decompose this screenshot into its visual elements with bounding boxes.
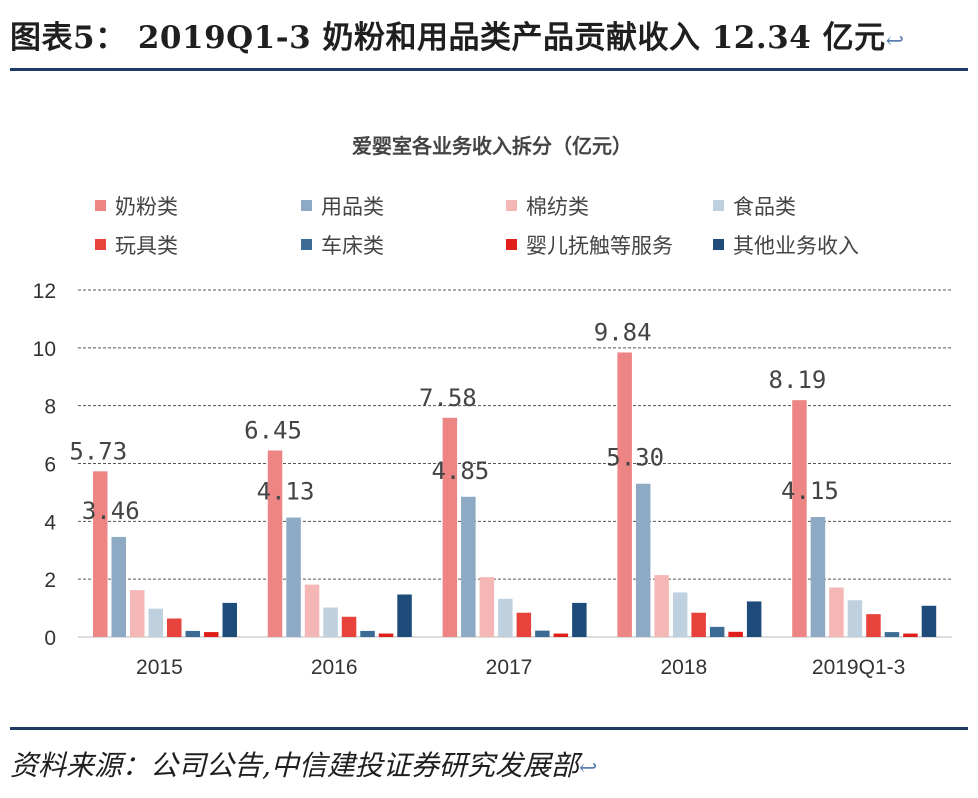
bar <box>709 626 725 637</box>
page-title: 图表5： 2019Q1-3 奶粉和用品类产品贡献收入 12.34 亿元↩ <box>10 12 970 57</box>
bar <box>479 577 495 637</box>
data-label: 5.73 <box>69 437 127 465</box>
bar <box>185 630 200 637</box>
bar <box>360 630 375 637</box>
bar <box>516 612 532 637</box>
legend-label: 棉纺类 <box>526 195 589 219</box>
data-label: 4.85 <box>431 457 489 485</box>
legend-swatch <box>713 239 724 250</box>
data-label: 3.46 <box>82 497 140 525</box>
bar <box>397 594 412 637</box>
data-label: 9.84 <box>594 318 652 346</box>
bar <box>810 516 826 637</box>
bar <box>746 601 762 637</box>
x-tick-label: 2016 <box>311 656 358 679</box>
bar <box>498 598 513 637</box>
bar <box>572 602 587 637</box>
bar <box>286 517 301 637</box>
bar <box>884 632 900 637</box>
page-title-text: 图表5： 2019Q1-3 奶粉和用品类产品贡献收入 12.34 亿元 <box>10 20 886 56</box>
bar <box>267 450 283 637</box>
bar <box>167 618 182 637</box>
y-tick-label: 8 <box>44 396 56 419</box>
legend-label: 车床类 <box>321 234 384 258</box>
y-tick-label: 12 <box>33 280 56 303</box>
bar <box>903 633 918 637</box>
bar <box>654 575 669 637</box>
x-tick-label: 2018 <box>660 656 707 679</box>
data-label: 6.45 <box>244 416 302 444</box>
top-divider <box>10 68 968 71</box>
x-axis: 2015 2016 2017 2018 2019Q1-3 <box>136 656 905 679</box>
bar <box>323 607 338 637</box>
legend-swatch <box>506 200 517 211</box>
legend-label: 其他业务收入 <box>733 234 859 258</box>
legend-label: 食品类 <box>733 195 796 219</box>
y-tick-label: 6 <box>44 454 56 477</box>
data-label: 4.13 <box>257 478 315 506</box>
chart-title: 爱婴室各业务收入拆分（亿元） <box>352 134 632 158</box>
data-labels: 5.73 3.46 6.45 4.13 7.58 4.85 9.84 5.30 8.19 4.15 <box>69 318 838 524</box>
x-tick-label: 2017 <box>486 656 533 679</box>
bar <box>535 630 550 637</box>
y-axis: 0 2 4 6 8 10 12 <box>33 280 57 650</box>
bar <box>222 602 237 637</box>
bar <box>829 587 844 637</box>
bar <box>672 592 688 637</box>
bar <box>130 590 145 637</box>
bar <box>691 612 706 637</box>
bar <box>148 608 163 637</box>
y-tick-label: 4 <box>44 511 56 534</box>
bar <box>635 483 651 637</box>
legend-swatch <box>301 239 312 250</box>
y-tick-label: 10 <box>33 338 56 361</box>
x-tick-label: 2015 <box>136 656 183 679</box>
bar <box>341 616 357 637</box>
chart-bars <box>93 352 937 637</box>
return-mark-icon: ↩ <box>885 29 905 54</box>
legend-label: 婴儿抚触等服务 <box>526 234 673 258</box>
bar <box>617 352 632 637</box>
bar <box>378 633 394 637</box>
legend-label: 玩具类 <box>115 234 178 258</box>
data-label: 8.19 <box>769 366 827 394</box>
legend-label: 奶粉类 <box>115 195 178 219</box>
bottom-divider <box>10 727 968 730</box>
y-tick-label: 2 <box>44 569 56 592</box>
source-text: 资料来源：公司公告,中信建投证券研究发展部 <box>10 749 579 782</box>
legend-swatch <box>95 200 106 211</box>
bar <box>553 633 569 637</box>
data-label: 7.58 <box>419 384 477 412</box>
legend-label: 用品类 <box>321 195 384 219</box>
y-tick-label: 0 <box>44 627 56 650</box>
bar <box>728 631 743 637</box>
bar <box>792 400 807 637</box>
legend-swatch <box>95 239 106 250</box>
return-mark-icon: ↩ <box>578 756 598 781</box>
bar <box>461 496 476 637</box>
legend-swatch <box>301 200 312 211</box>
bar <box>93 471 108 637</box>
bar <box>304 584 320 637</box>
bar <box>866 614 881 637</box>
bar <box>442 417 458 637</box>
bar <box>204 632 219 637</box>
bar <box>111 536 126 637</box>
bar <box>921 605 937 637</box>
data-label: 4.15 <box>781 477 839 505</box>
legend-swatch <box>506 239 517 250</box>
legend-swatch <box>713 200 724 211</box>
source-note: 资料来源：公司公告,中信建投证券研究发展部↩ <box>10 744 597 784</box>
bar <box>847 600 863 637</box>
x-tick-label: 2019Q1-3 <box>812 656 905 679</box>
data-label: 5.30 <box>606 444 664 472</box>
